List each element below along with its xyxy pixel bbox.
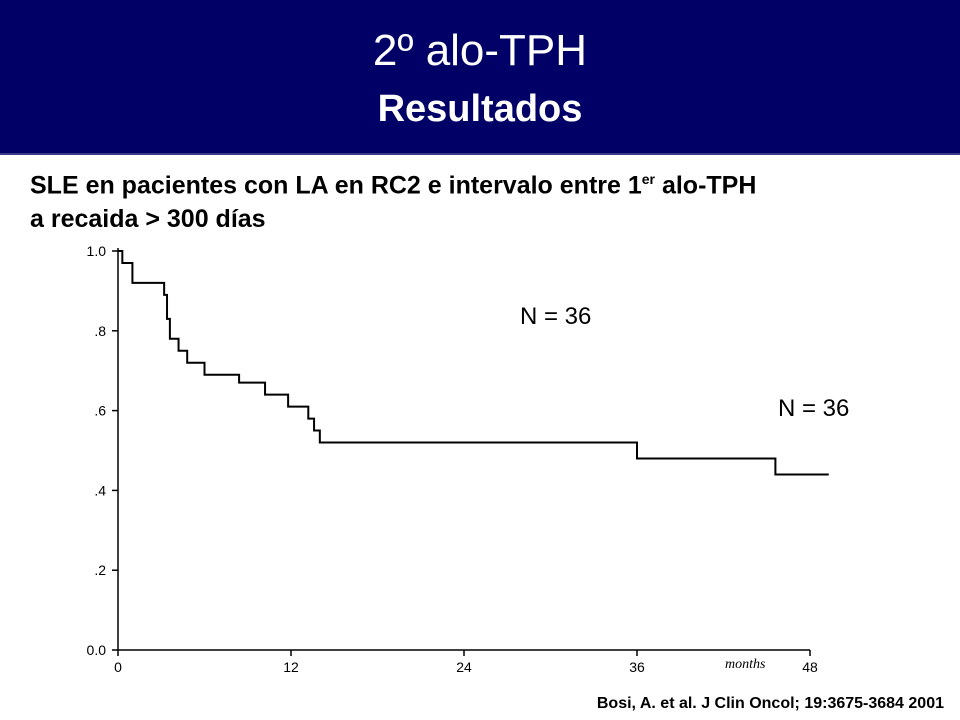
- survival-curve: [118, 250, 829, 476]
- slide-title: 2º alo-TPH: [372, 26, 588, 75]
- y-tick-label: 1.0: [87, 243, 107, 259]
- description-line-1-suffix: alo-TPH: [655, 171, 757, 200]
- y-tick-label: .2: [94, 562, 106, 578]
- y-tick-label: .4: [94, 482, 106, 498]
- slide-subtitle: Resultados: [377, 88, 583, 130]
- chart-description: SLE en pacientes con LA en RC2 e interva…: [30, 162, 960, 236]
- x-tick-label: 48: [802, 659, 818, 675]
- annotation-n-1: N = 36: [520, 303, 591, 330]
- x-tick-label: 24: [456, 659, 472, 675]
- description-line-2: a recaida > 300 días: [30, 205, 266, 234]
- x-tick-label: 0: [114, 659, 122, 675]
- x-axis-label: months: [725, 657, 766, 672]
- x-tick-label: 36: [629, 659, 645, 675]
- y-tick-label: .6: [94, 403, 106, 419]
- description-superscript: er: [641, 171, 655, 187]
- x-ticks: 0 12 24 36 48: [114, 650, 818, 675]
- y-tick-label: .8: [94, 323, 106, 339]
- y-tick-label: 0.0: [87, 642, 107, 658]
- citation: Bosi, A. et al. J Clin Oncol; 19:3675-36…: [596, 695, 944, 712]
- x-tick-label: 12: [283, 659, 299, 675]
- description-line-1: SLE en pacientes con LA en RC2 e interva…: [30, 162, 960, 202]
- annotation-n-2: N = 36: [778, 395, 849, 422]
- y-ticks: 0.0 .2 .4 .6 .8 1.0: [87, 243, 118, 658]
- description-line-1-prefix: SLE en pacientes con LA en RC2 e interva…: [30, 171, 642, 200]
- title-banner: 2º alo-TPH Resultados: [0, 0, 960, 155]
